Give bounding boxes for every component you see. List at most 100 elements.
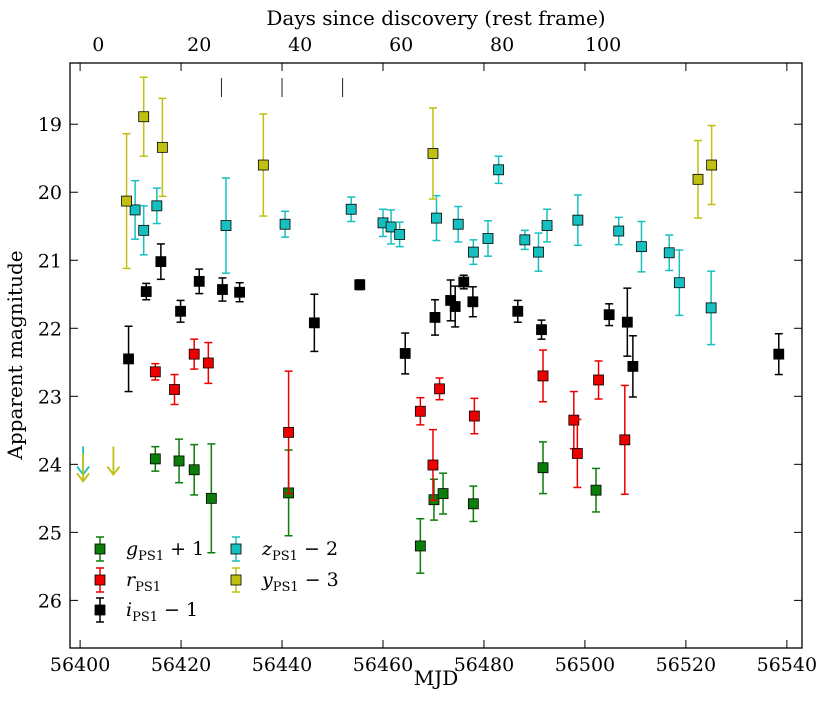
data-point bbox=[621, 316, 633, 328]
data-point bbox=[193, 275, 205, 287]
vertical-markers bbox=[220, 78, 344, 97]
legend-marker bbox=[230, 543, 242, 555]
legend-item-z: zPS1 − 2 bbox=[230, 536, 338, 564]
y-tick-label: 25 bbox=[38, 522, 62, 544]
data-point bbox=[123, 353, 134, 365]
data-series bbox=[121, 76, 785, 574]
data-point bbox=[169, 384, 180, 395]
data-point bbox=[536, 324, 547, 336]
x-tick-label: 56460 bbox=[353, 654, 413, 676]
legend-label-subscript: PS1 bbox=[272, 549, 298, 564]
data-point bbox=[155, 256, 167, 268]
data-point bbox=[590, 484, 602, 496]
data-point bbox=[705, 302, 717, 314]
legend-label-band: i bbox=[126, 599, 132, 621]
data-point bbox=[458, 276, 470, 288]
data-point bbox=[434, 383, 445, 395]
data-point bbox=[519, 234, 531, 246]
top-axis-label: Days since discovery (rest frame) bbox=[266, 6, 605, 30]
data-point bbox=[449, 301, 461, 312]
x-axis-label: MJD bbox=[414, 666, 459, 690]
legend-label-offset: + 1 bbox=[164, 538, 204, 560]
data-point bbox=[149, 366, 161, 378]
top-tick-label: 20 bbox=[187, 34, 211, 56]
top-axis-ticks: 0 20 40 60 80 100 bbox=[92, 34, 621, 56]
y-tick-label: 26 bbox=[38, 590, 62, 612]
data-point bbox=[663, 247, 675, 259]
y-tick-label: 22 bbox=[38, 318, 62, 340]
data-point bbox=[452, 218, 464, 230]
data-point bbox=[220, 220, 232, 231]
data-point bbox=[692, 173, 704, 185]
legend-label-subscript: PS1 bbox=[135, 580, 161, 595]
data-point bbox=[414, 540, 426, 552]
x-tick-label: 56480 bbox=[454, 654, 514, 676]
data-point bbox=[706, 159, 718, 171]
x-tick-label: 56440 bbox=[252, 654, 312, 676]
data-point bbox=[493, 164, 504, 176]
top-tick-label: 0 bbox=[92, 34, 104, 56]
data-point bbox=[202, 357, 214, 369]
series-r bbox=[149, 338, 631, 502]
data-point bbox=[482, 233, 494, 244]
data-point bbox=[283, 426, 294, 438]
data-point bbox=[188, 348, 200, 360]
data-point bbox=[636, 241, 647, 253]
legend-label-offset: − 2 bbox=[298, 538, 338, 560]
data-point bbox=[151, 200, 163, 212]
data-point bbox=[537, 462, 549, 474]
data-point bbox=[308, 317, 320, 329]
legend-marker bbox=[230, 574, 242, 586]
x-tick-label: 56540 bbox=[757, 654, 817, 676]
x-tick-label: 56520 bbox=[656, 654, 716, 676]
data-point bbox=[140, 286, 152, 297]
x-tick-label: 56500 bbox=[555, 654, 615, 676]
legend-label-subscript: PS1 bbox=[138, 549, 164, 564]
data-point bbox=[414, 405, 426, 417]
data-point bbox=[773, 348, 785, 360]
legend-label: zPS1 − 2 bbox=[261, 538, 338, 564]
data-point bbox=[149, 453, 161, 465]
x-axis-ticks: 56400 56420 56440 56460 56480 56500 56520 56540 bbox=[50, 63, 817, 676]
legend-marker bbox=[94, 543, 106, 555]
top-tick-label: 60 bbox=[389, 34, 413, 56]
y-tick-label: 19 bbox=[38, 114, 62, 136]
legend-marker bbox=[94, 604, 106, 616]
legend-label-subscript: PS1 bbox=[132, 610, 158, 625]
x-tick-label: 56400 bbox=[50, 654, 110, 676]
legend-label-band: g bbox=[126, 538, 138, 560]
data-point bbox=[427, 148, 439, 159]
data-point bbox=[572, 214, 584, 226]
legend-item-r: rPS1 bbox=[94, 567, 161, 595]
legend-label-subscript: PS1 bbox=[273, 580, 299, 595]
top-tick-label: 40 bbox=[288, 34, 312, 56]
data-point bbox=[399, 348, 411, 359]
data-point bbox=[205, 492, 217, 504]
top-tick-label: 80 bbox=[490, 34, 514, 56]
legend-item-g: gPS1 + 1 bbox=[94, 536, 204, 564]
y-tick-label: 20 bbox=[38, 182, 62, 204]
data-point bbox=[217, 284, 228, 295]
data-point bbox=[613, 225, 625, 237]
data-point bbox=[571, 448, 583, 459]
data-point bbox=[129, 204, 141, 216]
data-point bbox=[138, 224, 150, 236]
data-point bbox=[279, 218, 291, 230]
data-point bbox=[533, 246, 544, 258]
legend-label-band: r bbox=[126, 569, 137, 591]
legend-label: rPS1 bbox=[126, 569, 161, 595]
plot-frame bbox=[69, 62, 803, 649]
y-tick-label: 21 bbox=[38, 250, 62, 272]
data-point bbox=[537, 370, 549, 382]
legend-item-y: yPS1 − 3 bbox=[230, 567, 339, 595]
legend-label-band: y bbox=[261, 569, 273, 591]
data-point bbox=[603, 309, 615, 321]
data-point bbox=[593, 374, 604, 386]
data-point bbox=[512, 305, 524, 317]
data-point bbox=[437, 488, 449, 499]
data-point bbox=[121, 195, 132, 207]
x-tick-label: 56420 bbox=[151, 654, 211, 676]
